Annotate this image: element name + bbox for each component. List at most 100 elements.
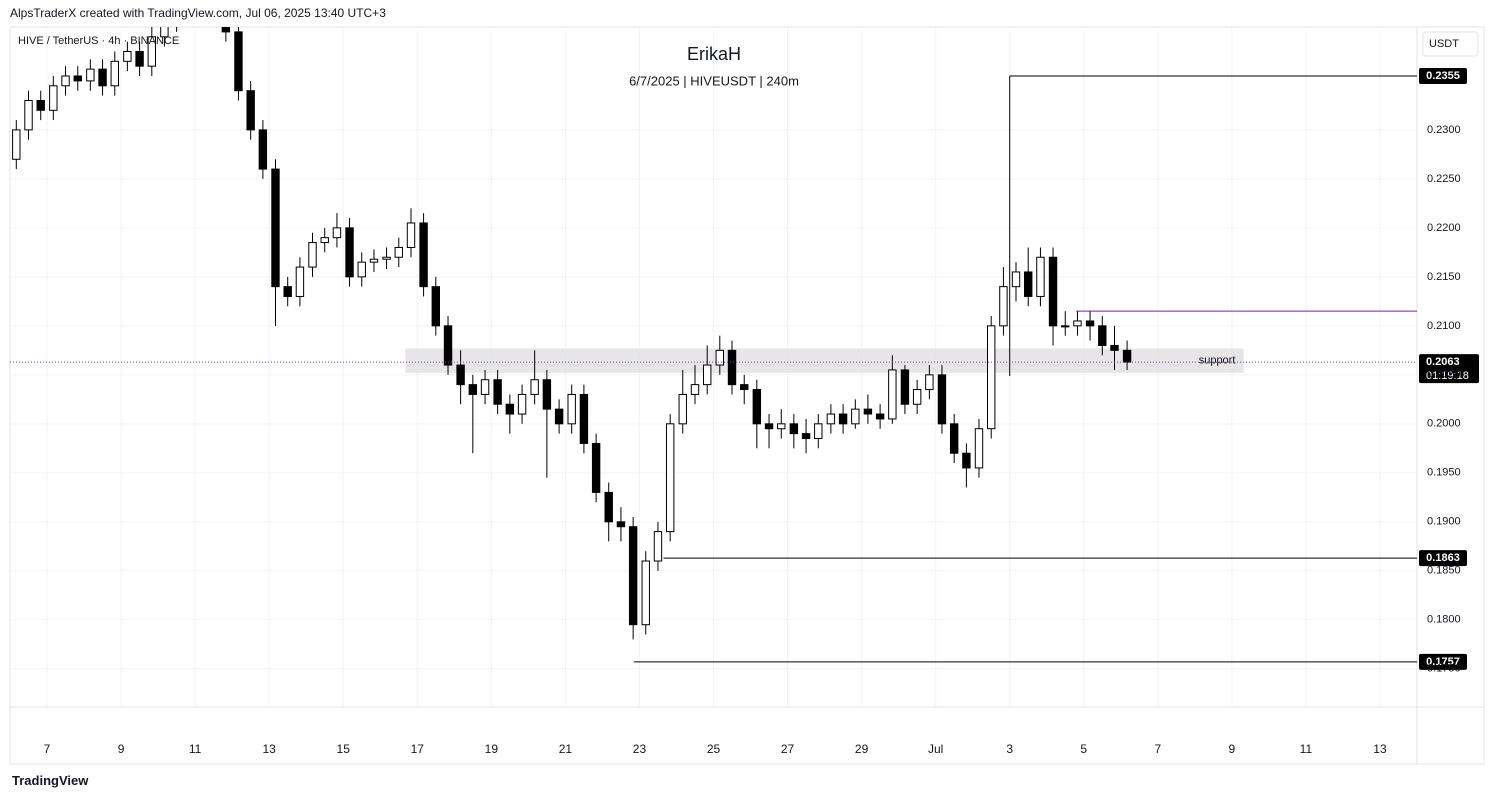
- candle-body: [24, 99, 33, 131]
- candle-body: [925, 374, 934, 391]
- symbol: HIVE / TetherUS · 4h · BINANCE: [18, 35, 179, 47]
- last-price-label: 0.2063: [1426, 356, 1460, 368]
- x-tick-label: 5: [1080, 742, 1087, 756]
- y-tick-label: 0.2150: [1427, 271, 1461, 283]
- candle-body: [295, 266, 305, 297]
- level-label: 0.2355: [1426, 70, 1460, 82]
- candle-body: [234, 31, 243, 92]
- x-tick-label: 7: [44, 742, 51, 756]
- candle-body: [888, 369, 897, 420]
- candle-body: [1011, 271, 1021, 288]
- candle-body: [604, 491, 613, 523]
- candle-body: [345, 227, 354, 278]
- candle-body: [493, 379, 502, 405]
- x-tick-label: 23: [633, 742, 647, 756]
- candle-body: [764, 423, 774, 430]
- candle-body: [1098, 325, 1107, 346]
- candle-body: [73, 75, 82, 82]
- chart-title: ErikaH: [687, 44, 741, 64]
- candle-body: [468, 384, 478, 395]
- candle-body: [36, 99, 45, 111]
- candle-body: [1061, 325, 1070, 328]
- candle-body: [851, 408, 860, 425]
- x-tick-label: 19: [485, 742, 499, 756]
- candle-body: [863, 408, 873, 415]
- candle-body: [160, 27, 169, 38]
- candle-body: [653, 531, 663, 562]
- candle-body: [49, 85, 58, 111]
- x-tick-label: 11: [1300, 742, 1313, 756]
- candle-body: [826, 413, 836, 425]
- level-label-box: [1419, 67, 1467, 84]
- candle-body: [789, 423, 799, 435]
- y-tick-label: 0.1800: [1427, 614, 1461, 626]
- x-tick-label: 25: [707, 742, 721, 756]
- currency[interactable]: USDT: [1429, 38, 1459, 50]
- candle-body: [665, 423, 675, 533]
- x-tick-label: Jul: [928, 742, 943, 756]
- y-tick-label: 0.2000: [1427, 418, 1461, 430]
- zone-label: support: [1199, 355, 1236, 367]
- candle-body: [1073, 320, 1082, 327]
- candle-body: [962, 452, 971, 469]
- candle-body: [147, 36, 157, 67]
- candle-body: [480, 379, 490, 395]
- candle-body: [258, 129, 268, 170]
- candle-body: [875, 413, 885, 420]
- candle-body: [900, 369, 910, 405]
- level-label-box: [1419, 550, 1467, 567]
- y-tick-label: 0.1850: [1427, 565, 1461, 577]
- candle-body: [1036, 256, 1045, 297]
- candle-body: [246, 90, 255, 131]
- candle-body: [369, 258, 379, 263]
- candle-body: [838, 413, 848, 425]
- candle-body: [382, 256, 391, 260]
- candle-body: [431, 286, 441, 327]
- x-tick-label: 9: [1229, 742, 1236, 756]
- candle-body: [332, 227, 342, 239]
- y-tick-label: 0.1950: [1427, 467, 1461, 479]
- candle-body: [123, 50, 132, 62]
- candle-body: [542, 379, 552, 410]
- candle-body: [777, 423, 786, 430]
- candle-body: [271, 168, 280, 288]
- x-tick-label: 13: [1373, 742, 1387, 756]
- candle-body: [110, 60, 119, 87]
- candle-body: [591, 442, 601, 493]
- candle-body: [443, 325, 453, 366]
- candle-body: [567, 393, 576, 425]
- candle-body: [678, 393, 687, 425]
- y-tick-label: 0.2300: [1427, 124, 1461, 136]
- candle-body: [12, 129, 21, 160]
- level-label-box: [1419, 653, 1467, 670]
- candle-body: [715, 349, 724, 366]
- candle-body: [937, 374, 947, 425]
- y-tick-label: 0.2200: [1427, 222, 1461, 234]
- candle-body: [61, 75, 70, 87]
- frame: [9, 26, 1485, 765]
- y-tick-label: 0.2050: [1427, 369, 1461, 381]
- x-tick-label: 9: [118, 742, 125, 756]
- candle-body: [949, 423, 959, 454]
- candle-body: [394, 246, 403, 258]
- candle-body: [530, 379, 539, 395]
- candle-body: [912, 389, 922, 405]
- candle-body: [616, 521, 626, 528]
- candle-body: [986, 325, 996, 430]
- candle-body: [198, 3, 205, 8]
- currency-box[interactable]: [1422, 31, 1479, 57]
- created-by: AlpsTraderX created with TradingView.com…: [10, 6, 386, 20]
- candle-body: [456, 364, 465, 386]
- candle-body: [703, 364, 712, 386]
- x-tick-label: 3: [1006, 742, 1013, 756]
- candle-body: [210, 0, 217, 7]
- candle-body: [517, 393, 527, 415]
- candle-body: [641, 560, 650, 626]
- candle-body: [999, 286, 1008, 327]
- candle-body: [135, 50, 144, 67]
- candle-body: [740, 384, 749, 391]
- candle-body: [690, 384, 700, 395]
- x-tick-label: 13: [263, 742, 277, 756]
